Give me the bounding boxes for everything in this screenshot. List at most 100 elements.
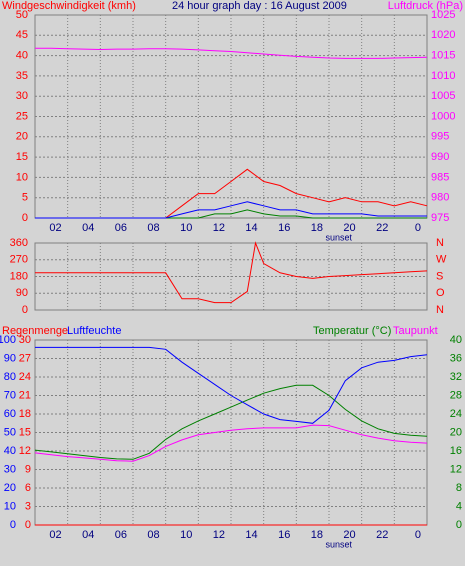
y-tick-label: 16 [450,445,462,457]
y-tick-label: 1025 [431,9,455,21]
x-tick-label: 02 [49,222,61,234]
y-tick-label: 0 [10,519,16,531]
x-tick-label: 0 [415,222,421,234]
y-tick-label: 1010 [431,70,455,82]
y-tick-label: 1005 [431,90,455,102]
x-tick-label: 04 [82,529,94,541]
y-tick-label: 24 [19,371,31,383]
header-label: Windgeschwindigkeit (kmh) [2,0,136,12]
y-tick-label: O [436,287,445,299]
y-tick-label: N [436,304,444,316]
y-tick-label: 980 [431,192,449,204]
series-line [35,201,427,219]
y-tick-label: 32 [450,371,462,383]
y-tick-label: 70 [4,389,16,401]
series-line [34,384,428,460]
y-tick-label: 985 [431,171,449,183]
x-tick-label: 12 [213,529,225,541]
series-line [35,47,428,59]
annotation: sunset [326,232,353,242]
y-tick-label: 35 [16,70,28,82]
y-tick-label: 12 [19,445,31,457]
y-tick-label: 20 [450,426,462,438]
y-tick-label: 28 [450,389,462,401]
y-tick-label: 1015 [431,50,455,62]
y-tick-label: 270 [10,254,28,266]
series-line [35,346,428,424]
y-tick-label: 50 [4,426,16,438]
y-tick-label: 90 [16,287,28,299]
y-tick-label: 18 [19,408,31,420]
x-tick-label: 04 [82,222,94,234]
y-tick-label: 6 [25,482,31,494]
y-tick-label: W [436,254,447,266]
y-tick-label: 90 [4,352,16,364]
y-tick-label: 990 [431,151,449,163]
y-tick-label: N [436,237,444,249]
y-tick-label: 995 [431,131,449,143]
y-tick-label: 30 [4,463,16,475]
y-tick-label: 80 [4,371,16,383]
y-tick-label: 45 [16,29,28,41]
header-label: Temperatur (°C) [313,325,391,337]
y-tick-label: 20 [4,482,16,494]
y-tick-label: 1000 [431,110,455,122]
x-tick-label: 14 [245,222,257,234]
x-tick-label: 10 [180,529,192,541]
x-tick-label: 18 [311,529,323,541]
annotation: sunset [326,539,353,549]
y-tick-label: 9 [25,463,31,475]
y-tick-label: 30 [16,90,28,102]
y-tick-label: 180 [10,270,28,282]
series-line [34,424,428,462]
x-tick-label: 20 [343,529,355,541]
y-tick-label: 40 [16,50,28,62]
y-tick-label: 12 [450,463,462,475]
y-tick-label: 10 [4,500,16,512]
y-tick-label: 360 [10,237,28,249]
y-tick-label: 975 [431,212,449,224]
y-tick-label: 20 [16,131,28,143]
x-tick-label: 20 [343,222,355,234]
x-tick-label: 06 [115,529,127,541]
y-tick-label: 8 [456,482,462,494]
y-tick-label: 40 [450,334,462,346]
x-tick-label: 16 [278,529,290,541]
y-tick-label: 4 [456,500,462,512]
y-tick-label: 25 [16,110,28,122]
x-tick-label: 14 [245,529,257,541]
header-label: 24 hour graph day : 16 August 2009 [172,0,347,12]
y-tick-label: 0 [25,519,31,531]
y-tick-label: 21 [19,389,31,401]
header-label: Luftdruck (hPa) [388,0,463,12]
y-tick-label: 0 [456,519,462,531]
y-tick-label: 40 [4,445,16,457]
y-tick-label: 15 [19,426,31,438]
x-tick-label: 18 [311,222,323,234]
y-tick-label: 5 [22,192,28,204]
y-tick-label: 0 [22,304,28,316]
y-tick-label: 10 [16,171,28,183]
x-tick-label: 12 [213,222,225,234]
x-tick-label: 02 [49,529,61,541]
y-tick-label: 15 [16,151,28,163]
x-tick-label: 22 [376,222,388,234]
y-tick-label: 100 [0,334,16,346]
x-tick-label: 06 [115,222,127,234]
y-tick-label: 30 [19,334,31,346]
header-label: Regenmenge [2,325,68,337]
x-tick-label: 08 [147,222,159,234]
header-label: Luftfeuchte [67,325,121,337]
y-tick-label: 24 [450,408,462,420]
x-tick-label: 10 [180,222,192,234]
y-tick-label: 0 [22,212,28,224]
x-tick-label: 22 [376,529,388,541]
y-tick-label: 3 [25,500,31,512]
y-tick-label: 36 [450,352,462,364]
y-tick-label: 1020 [431,29,455,41]
series-line [35,241,428,304]
x-tick-label: 16 [278,222,290,234]
x-tick-label: 0 [415,529,421,541]
y-tick-label: S [436,270,443,282]
